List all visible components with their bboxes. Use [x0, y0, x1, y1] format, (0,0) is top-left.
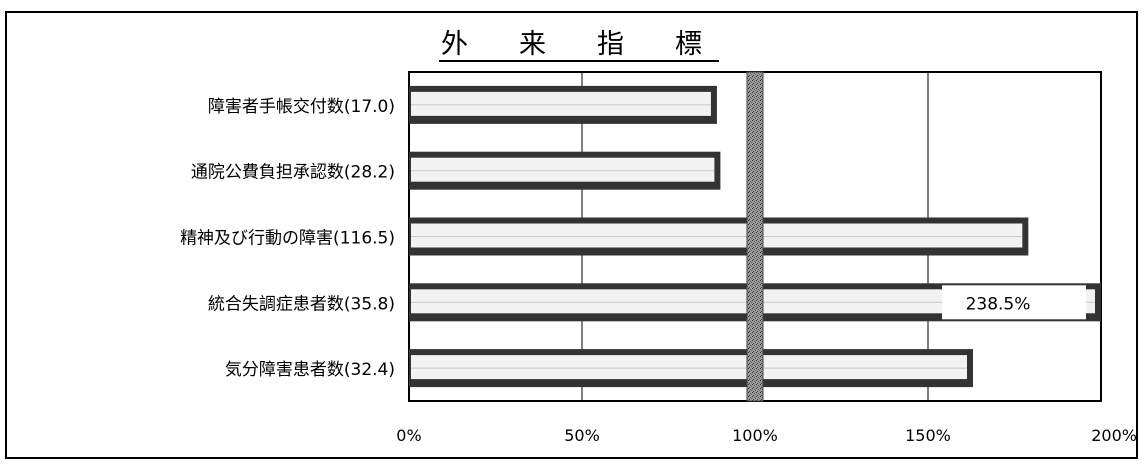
- title-char-2: 来: [519, 29, 546, 60]
- title-char-3: 指: [597, 29, 624, 60]
- category-label: 気分障害患者数(32.4): [225, 360, 395, 380]
- outer-frame: [5, 11, 1138, 459]
- title-char-1: 外: [441, 29, 468, 60]
- category-label: 統合失調症患者数(35.8): [208, 294, 395, 314]
- data-label: 238.5%: [966, 294, 1031, 314]
- category-label: 精神及び行動の障害(116.5): [180, 229, 395, 249]
- bar: [411, 355, 967, 380]
- bar: [411, 223, 1023, 248]
- title-char-4: 標: [675, 29, 702, 60]
- bar: [411, 157, 715, 182]
- reference-line-100: [746, 71, 764, 402]
- title-underline: [439, 60, 719, 62]
- category-label: 通院公費負担承認数(28.2): [191, 163, 395, 183]
- x-tick-label: 0%: [396, 426, 421, 445]
- chart-title: 外 来 指 標: [439, 28, 719, 64]
- x-tick-label: 100%: [732, 426, 778, 445]
- data-label-box: [942, 285, 1086, 320]
- x-tick-label: 150%: [905, 426, 951, 445]
- x-tick-label: 50%: [564, 426, 600, 445]
- x-tick-label: 200%: [1091, 426, 1137, 445]
- category-label: 障害者手帳交付数(17.0): [208, 97, 395, 117]
- bar: [411, 91, 711, 116]
